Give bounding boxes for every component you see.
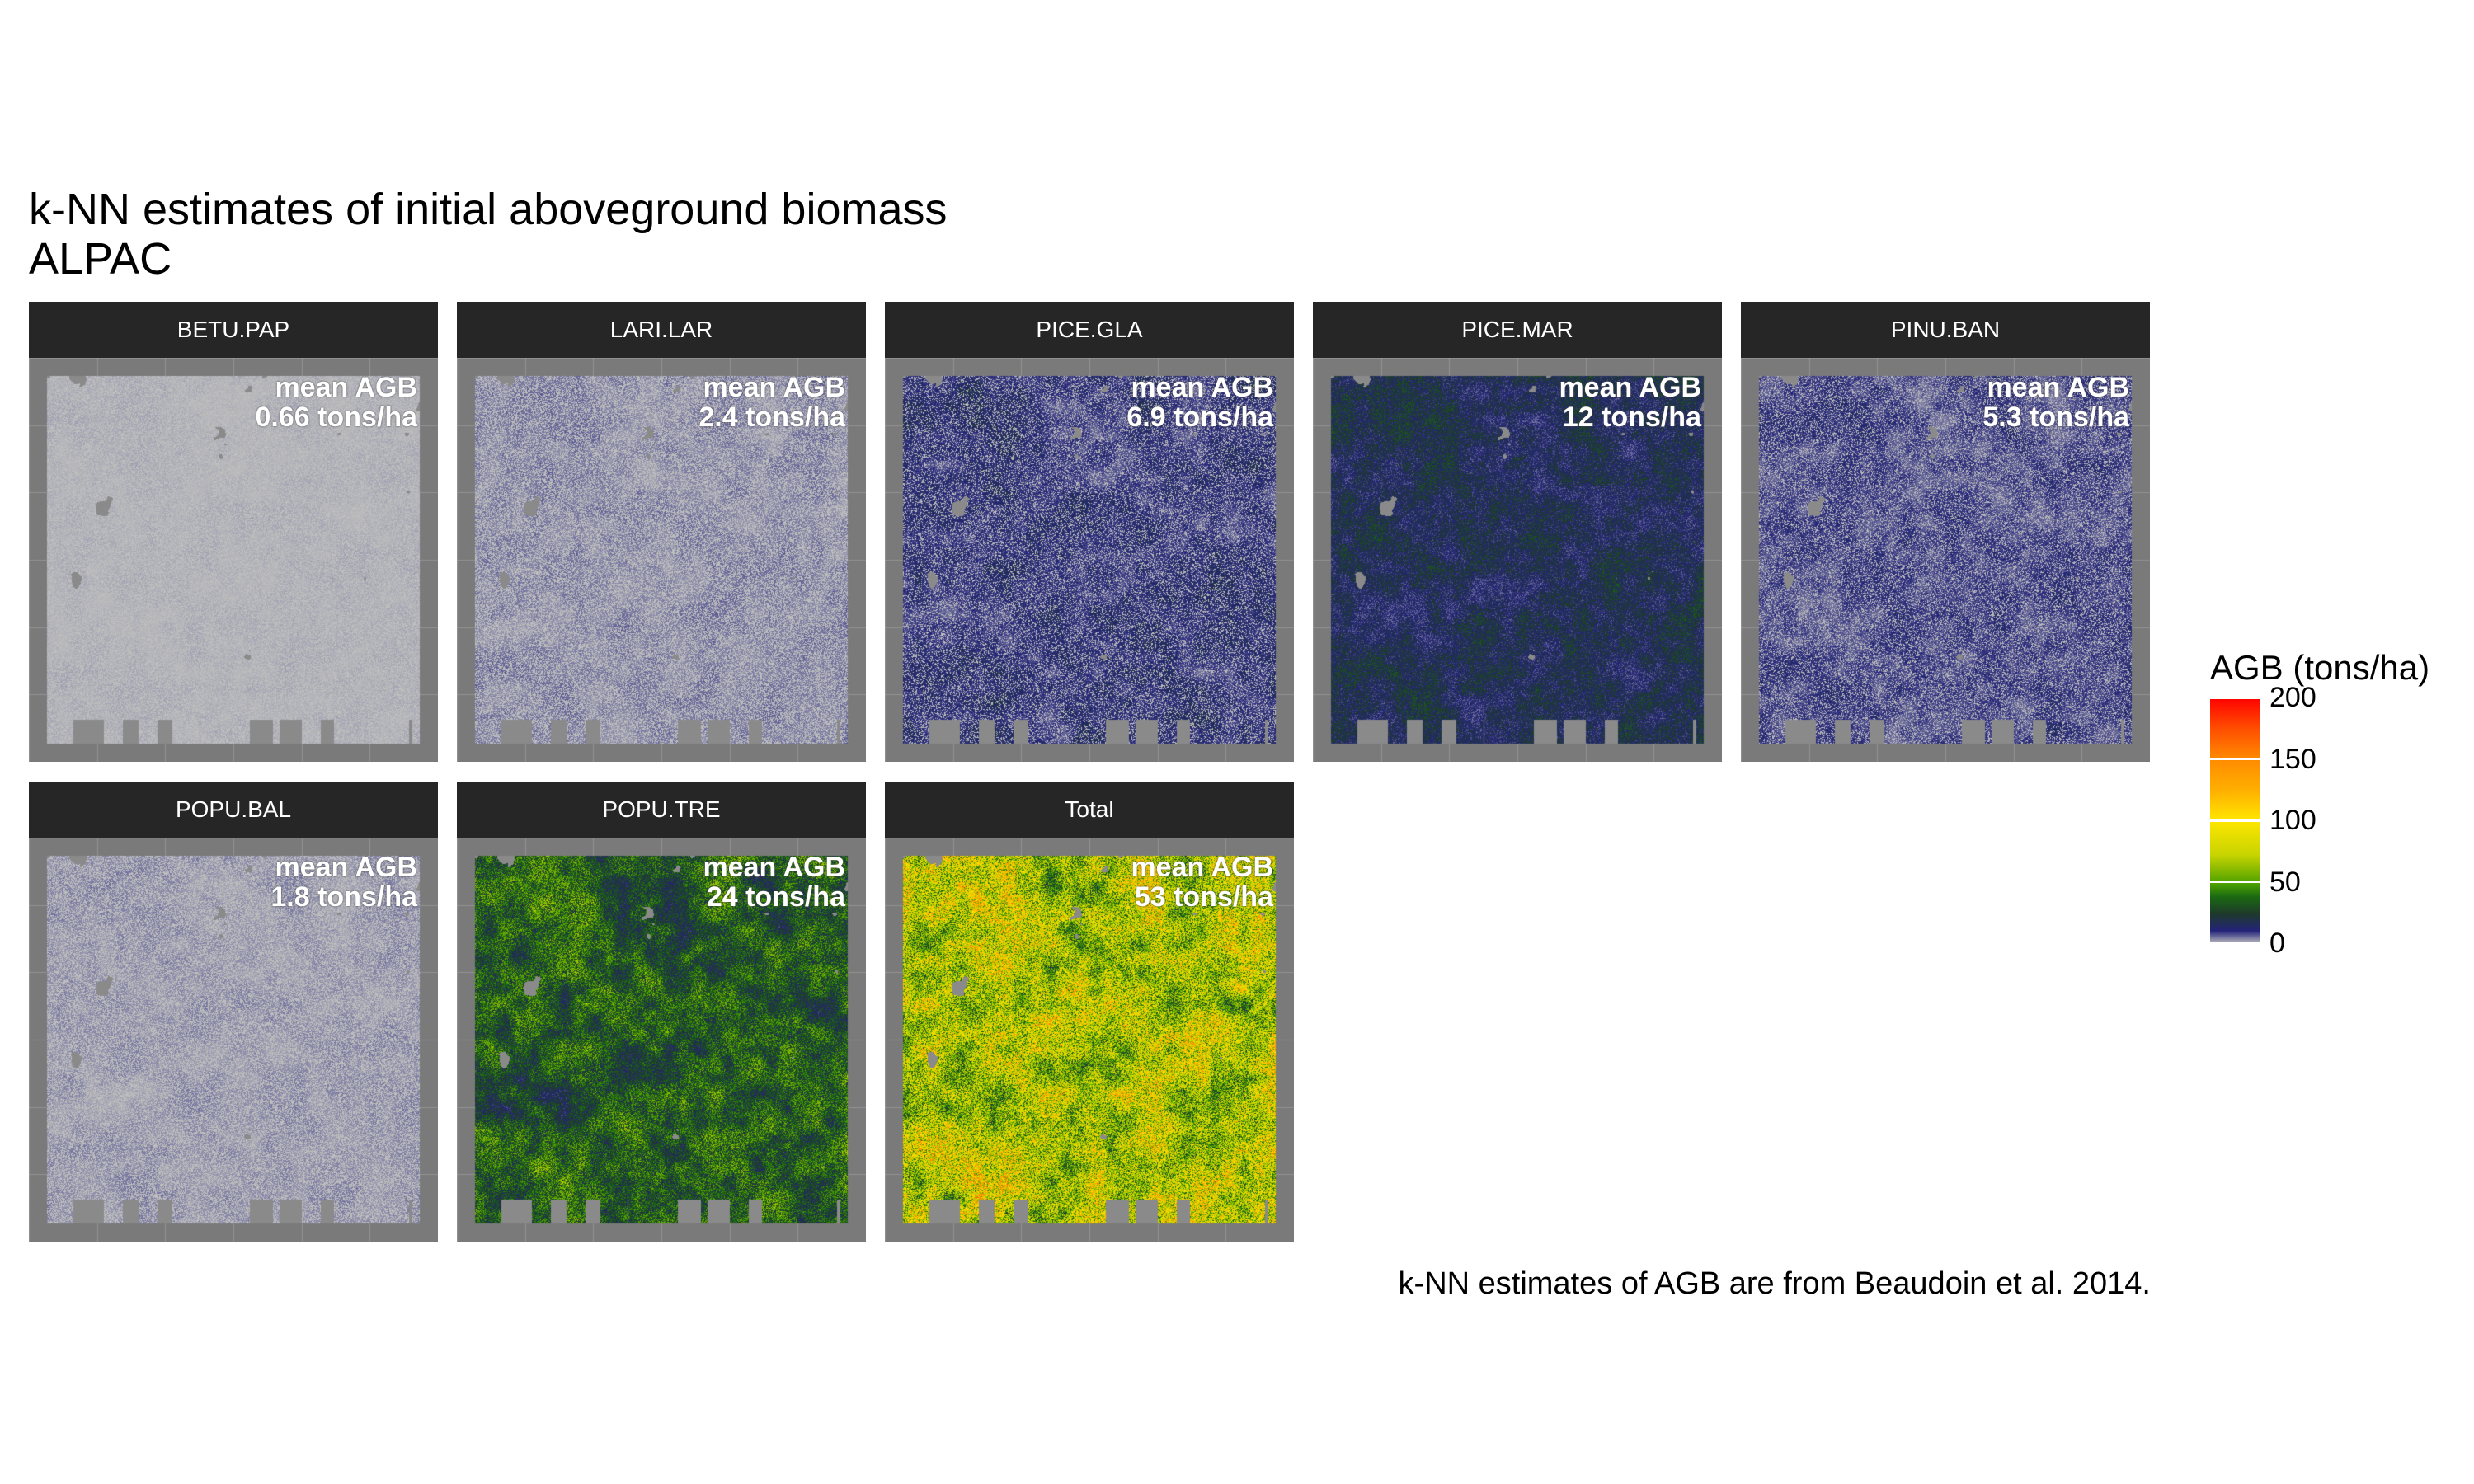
biomass-raster <box>885 838 1294 1242</box>
plot-title: k-NN estimates of initial aboveground bi… <box>29 185 948 284</box>
mean-agb-label: mean AGB <box>703 372 845 403</box>
biomass-raster <box>885 358 1294 762</box>
mean-agb-annotation: mean AGB 0.66 tons/ha <box>255 373 417 432</box>
mean-agb-value: 1.8 tons/ha <box>270 881 417 913</box>
mean-agb-label: mean AGB <box>275 852 417 883</box>
mean-agb-label: mean AGB <box>1987 372 2129 403</box>
legend-tick-mark <box>2210 696 2260 699</box>
mean-agb-value: 53 tons/ha <box>1134 881 1273 913</box>
biomass-map: mean AGB 24 tons/ha <box>457 838 866 1242</box>
facet-panel-pinu-ban: PINU.BAN mean AGB 5.3 tons/ha <box>1741 302 2150 762</box>
legend-tick-label: 100 <box>2269 805 2316 836</box>
biomass-map: mean AGB 0.66 tons/ha <box>29 358 438 762</box>
mean-agb-label: mean AGB <box>1559 372 1701 403</box>
legend-tick-mark <box>2210 942 2260 945</box>
facet-strip-label: BETU.PAP <box>29 302 438 358</box>
mean-agb-value: 12 tons/ha <box>1562 402 1701 433</box>
mean-agb-annotation: mean AGB 5.3 tons/ha <box>1982 373 2129 432</box>
legend-title: AGB (tons/ha) <box>2210 648 2430 687</box>
biomass-raster <box>29 838 438 1242</box>
legend-tick-label: 50 <box>2269 866 2301 898</box>
biomass-raster <box>1741 358 2150 762</box>
facet-panel-lari-lar: LARI.LAR mean AGB 2.4 tons/ha <box>457 302 866 762</box>
legend-tick-label: 0 <box>2269 928 2285 959</box>
plot-caption: k-NN estimates of AGB are from Beaudoin … <box>1398 1266 2151 1301</box>
facet-strip-label: PICE.GLA <box>885 302 1294 358</box>
legend-tick-label: 150 <box>2269 743 2316 775</box>
mean-agb-annotation: mean AGB 2.4 tons/ha <box>698 373 845 432</box>
legend-tick-mark <box>2210 881 2260 883</box>
facet-strip-label: PICE.MAR <box>1313 302 1722 358</box>
plot-title-line2: ALPAC <box>29 234 172 284</box>
biomass-raster <box>457 358 866 762</box>
biomass-raster <box>457 838 866 1242</box>
mean-agb-value: 0.66 tons/ha <box>255 402 417 433</box>
biomass-map: mean AGB 2.4 tons/ha <box>457 358 866 762</box>
plot-title-line1: k-NN estimates of initial aboveground bi… <box>29 185 948 234</box>
biomass-map: mean AGB 12 tons/ha <box>1313 358 1722 762</box>
mean-agb-label: mean AGB <box>703 852 845 883</box>
mean-agb-value: 6.9 tons/ha <box>1126 402 1273 433</box>
facet-strip-label: PINU.BAN <box>1741 302 2150 358</box>
legend-tick-mark <box>2210 758 2260 760</box>
mean-agb-annotation: mean AGB 1.8 tons/ha <box>270 852 417 912</box>
facet-strip-label: Total <box>885 782 1294 838</box>
mean-agb-annotation: mean AGB 53 tons/ha <box>1131 852 1273 912</box>
mean-agb-annotation: mean AGB 12 tons/ha <box>1559 373 1701 432</box>
biomass-map: mean AGB 6.9 tons/ha <box>885 358 1294 762</box>
biomass-raster <box>29 358 438 762</box>
mean-agb-annotation: mean AGB 24 tons/ha <box>703 852 845 912</box>
facet-panel-popu-tre: POPU.TRE mean AGB 24 tons/ha <box>457 782 866 1242</box>
biomass-map: mean AGB 53 tons/ha <box>885 838 1294 1242</box>
mean-agb-value: 2.4 tons/ha <box>698 402 845 433</box>
mean-agb-label: mean AGB <box>1131 372 1273 403</box>
facet-panel-betu-pap: BETU.PAP mean AGB 0.66 tons/ha <box>29 302 438 762</box>
facet-strip-label: LARI.LAR <box>457 302 866 358</box>
facet-panel-pice-mar: PICE.MAR mean AGB 12 tons/ha <box>1313 302 1722 762</box>
biomass-map: mean AGB 1.8 tons/ha <box>29 838 438 1242</box>
biomass-map: mean AGB 5.3 tons/ha <box>1741 358 2150 762</box>
legend-tick-label: 200 <box>2269 682 2316 713</box>
facet-panel-popu-bal: POPU.BAL mean AGB 1.8 tons/ha <box>29 782 438 1242</box>
legend-tick-mark <box>2210 819 2260 822</box>
facet-strip-label: POPU.TRE <box>457 782 866 838</box>
mean-agb-value: 24 tons/ha <box>706 881 845 913</box>
mean-agb-annotation: mean AGB 6.9 tons/ha <box>1126 373 1273 432</box>
biomass-raster <box>1313 358 1722 762</box>
facet-panel-total: Total mean AGB 53 tons/ha <box>885 782 1294 1242</box>
mean-agb-value: 5.3 tons/ha <box>1982 402 2129 433</box>
facet-panel-pice-gla: PICE.GLA mean AGB 6.9 tons/ha <box>885 302 1294 762</box>
facet-strip-label: POPU.BAL <box>29 782 438 838</box>
mean-agb-label: mean AGB <box>1131 852 1273 883</box>
mean-agb-label: mean AGB <box>275 372 417 403</box>
